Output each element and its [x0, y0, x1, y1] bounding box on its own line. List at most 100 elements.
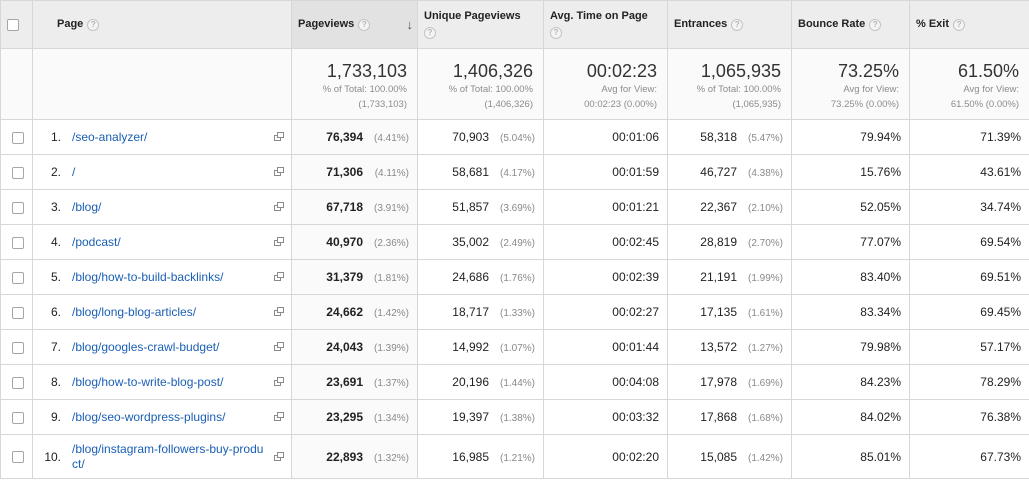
bounce-rate-cell: 52.05% — [791, 189, 910, 225]
entrances-cell: 13,572 (1.27%) — [667, 329, 792, 365]
unique-pageviews-percent: (3.69%) — [499, 203, 535, 214]
avg-time-cell: 00:04:08 — [543, 364, 668, 400]
entrances-cell: 17,135 (1.61%) — [667, 294, 792, 330]
totals-checkbox-cell — [0, 48, 33, 120]
page-link[interactable]: /blog/googles-crawl-budget/ — [72, 339, 220, 354]
pageviews-value: 40,970 — [326, 235, 363, 249]
pageviews-value: 23,295 — [326, 410, 363, 424]
column-label: % Exit — [916, 18, 950, 31]
table-row: 5. /blog/how-to-build-backlinks/ 31,379 (… — [0, 259, 1029, 295]
row-checkbox-cell — [0, 189, 33, 225]
page-cell: 5. /blog/how-to-build-backlinks/ — [32, 259, 292, 295]
open-page-icon[interactable] — [274, 272, 285, 282]
row-checkbox[interactable] — [12, 236, 24, 249]
open-page-icon[interactable] — [274, 451, 285, 462]
exit-value: 69.45% — [980, 305, 1021, 319]
row-index: 3. — [50, 200, 61, 214]
open-page-icon[interactable] — [274, 132, 285, 142]
entrances-value: 15,085 — [700, 449, 737, 464]
column-header-avg-time[interactable]: Avg. Time on Page? — [543, 0, 668, 49]
bounce-rate-value: 52.05% — [860, 200, 901, 214]
column-header-pageviews[interactable]: Pageviews? ↓ — [291, 0, 418, 49]
avg-time-cell: 00:01:21 — [543, 189, 668, 225]
unique-pageviews-value: 51,857 — [452, 200, 489, 214]
unique-pageviews-percent: (1.44%) — [499, 378, 535, 389]
total-value: 73.25% — [837, 61, 899, 81]
avg-time-value: 00:01:44 — [612, 340, 659, 354]
open-page-icon[interactable] — [274, 412, 285, 422]
page-link[interactable]: /blog/how-to-build-backlinks/ — [72, 269, 224, 284]
total-subtext: 00:02:23 (0.00%) — [584, 99, 657, 110]
page-link[interactable]: /blog/instagram-followers-buy-product/ — [72, 441, 264, 471]
row-checkbox[interactable] — [12, 201, 24, 214]
entrances-value: 46,727 — [700, 165, 737, 179]
help-icon[interactable]: ? — [869, 18, 882, 31]
row-checkbox[interactable] — [12, 131, 24, 144]
row-checkbox[interactable] — [12, 271, 24, 284]
select-all-checkbox[interactable] — [7, 18, 19, 31]
pageviews-percent: (1.34%) — [373, 413, 409, 424]
avg-time-cell: 00:02:27 — [543, 294, 668, 330]
row-checkbox[interactable] — [12, 451, 24, 464]
row-index: 7. — [50, 340, 61, 354]
row-index: 1. — [50, 130, 61, 144]
help-icon[interactable]: ? — [358, 18, 371, 31]
open-page-icon[interactable] — [274, 237, 285, 247]
help-icon[interactable]: ? — [731, 18, 744, 31]
entrances-cell: 58,318 (5.47%) — [667, 119, 792, 155]
column-header-unique-pageviews[interactable]: Unique Pageviews? — [417, 0, 544, 49]
page-link[interactable]: /blog/how-to-write-blog-post/ — [72, 374, 224, 389]
total-subtext: (1,406,326) — [484, 99, 533, 110]
row-checkbox[interactable] — [12, 376, 24, 389]
help-icon[interactable]: ? — [953, 18, 966, 31]
help-icon[interactable]: ? — [550, 27, 562, 39]
column-header-entrances[interactable]: Entrances? — [667, 0, 792, 49]
totals-avg-time: 00:02:23 Avg for View: 00:02:23 (0.00%) — [543, 48, 668, 120]
exit-cell: 78.29% — [909, 364, 1029, 400]
unique-pageviews-percent: (1.38%) — [499, 413, 535, 424]
avg-time-cell: 00:02:45 — [543, 224, 668, 260]
open-page-icon[interactable] — [274, 342, 285, 352]
page-link[interactable]: / — [72, 164, 76, 179]
bounce-rate-cell: 85.01% — [791, 434, 910, 479]
avg-time-cell: 00:01:06 — [543, 119, 668, 155]
pageviews-percent: (1.42%) — [373, 308, 409, 319]
column-header-page[interactable]: Page? — [32, 0, 292, 49]
unique-pageviews-cell: 20,196 (1.44%) — [417, 364, 544, 400]
row-checkbox[interactable] — [12, 411, 24, 424]
entrances-percent: (1.61%) — [747, 308, 783, 319]
table-row: 8. /blog/how-to-write-blog-post/ 23,691 (… — [0, 364, 1029, 400]
page-link[interactable]: /seo-analyzer/ — [72, 129, 148, 144]
entrances-cell: 15,085 (1.42%) — [667, 434, 792, 479]
help-icon[interactable]: ? — [424, 27, 436, 39]
pageviews-value: 67,718 — [326, 200, 363, 214]
pageviews-cell: 23,295 (1.34%) — [291, 399, 418, 435]
bounce-rate-value: 83.34% — [860, 305, 901, 319]
sort-descending-icon[interactable]: ↓ — [406, 17, 414, 32]
page-link[interactable]: /podcast/ — [72, 234, 121, 249]
entrances-percent: (1.68%) — [747, 413, 783, 424]
exit-cell: 76.38% — [909, 399, 1029, 435]
page-link[interactable]: /blog/seo-wordpress-plugins/ — [72, 409, 226, 424]
pageviews-value: 76,394 — [326, 130, 363, 144]
column-header-bounce-rate[interactable]: Bounce Rate? — [791, 0, 910, 49]
column-header-exit[interactable]: % Exit? — [909, 0, 1029, 49]
help-icon[interactable]: ? — [87, 18, 100, 31]
entrances-percent: (1.27%) — [747, 343, 783, 354]
page-link[interactable]: /blog/long-blog-articles/ — [72, 304, 197, 319]
row-checkbox[interactable] — [12, 166, 24, 179]
row-checkbox[interactable] — [12, 306, 24, 319]
row-checkbox[interactable] — [12, 341, 24, 354]
open-page-icon[interactable] — [274, 167, 285, 177]
exit-value: 34.74% — [980, 200, 1021, 214]
unique-pageviews-cell: 18,717 (1.33%) — [417, 294, 544, 330]
pageviews-percent: (1.39%) — [373, 343, 409, 354]
open-page-icon[interactable] — [274, 202, 285, 212]
table-row: 4. /podcast/ 40,970 (2.36%) 35,002 (2.49%)… — [0, 224, 1029, 260]
page-link[interactable]: /blog/ — [72, 199, 102, 214]
avg-time-value: 00:04:08 — [612, 375, 659, 389]
exit-value: 71.39% — [980, 130, 1021, 144]
totals-unique-pageviews: 1,406,326 % of Total: 100.00% (1,406,326) — [417, 48, 544, 120]
open-page-icon[interactable] — [274, 307, 285, 317]
open-page-icon[interactable] — [274, 377, 285, 387]
